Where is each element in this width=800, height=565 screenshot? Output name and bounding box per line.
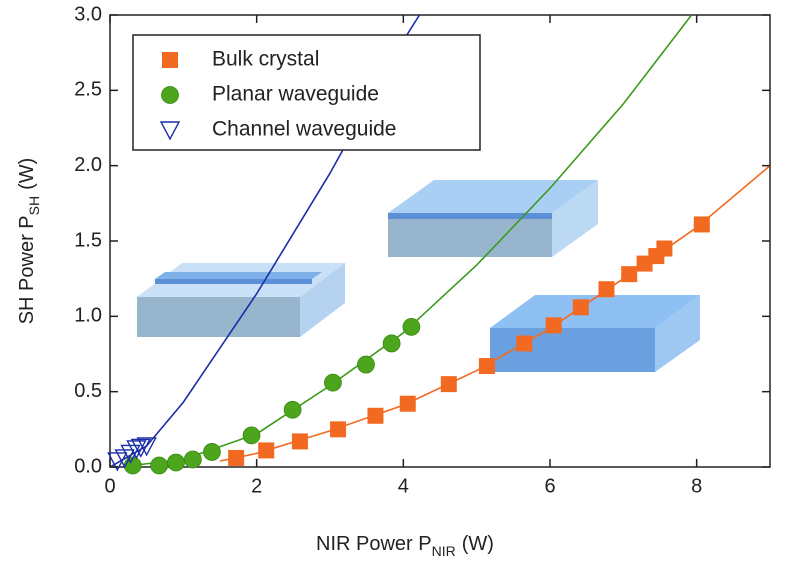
legend-marker — [162, 52, 178, 68]
square-marker — [693, 216, 710, 233]
inset-front — [388, 213, 552, 257]
circle-marker — [324, 373, 342, 392]
square-marker — [228, 449, 245, 466]
x-tick-label: 6 — [544, 475, 555, 497]
x-tick-label: 2 — [251, 475, 262, 497]
inset-top — [490, 295, 700, 328]
square-marker — [440, 376, 457, 393]
legend-marker — [161, 86, 179, 104]
y-axis-label: SH Power PSH(W) — [16, 158, 41, 325]
y-tick-label: 1.0 — [74, 305, 102, 327]
inset-front — [490, 328, 655, 372]
circle-marker — [167, 453, 185, 472]
y-tick-label: 0.0 — [74, 455, 102, 477]
legend-label: Bulk crystal — [212, 48, 319, 71]
y-tick-label: 2.0 — [74, 154, 102, 176]
x-tick-label: 4 — [398, 475, 409, 497]
square-marker — [656, 240, 673, 257]
x-tick-label: 0 — [104, 475, 115, 497]
square-marker — [399, 395, 416, 412]
y-tick-label: 3.0 — [74, 3, 102, 25]
inset-guide-front — [155, 279, 312, 284]
y-tick-label: 1.5 — [74, 229, 102, 251]
y-tick-label: 2.5 — [74, 79, 102, 101]
square-marker — [330, 421, 347, 438]
x-axis-label: NIR Power PNIR (W) — [316, 533, 494, 558]
legend-marker — [159, 121, 181, 141]
x-tick-label: 8 — [691, 475, 702, 497]
legend-label: Channel waveguide — [212, 118, 396, 141]
square-marker — [621, 266, 638, 283]
inset-top — [388, 180, 598, 213]
inset-layer — [388, 213, 552, 219]
circle-marker — [183, 450, 202, 469]
square-marker — [516, 335, 533, 352]
square-marker — [478, 358, 495, 375]
legend — [132, 34, 481, 151]
circle-marker — [242, 426, 261, 445]
legend-label: Planar waveguide — [212, 83, 379, 106]
square-marker — [545, 317, 562, 334]
inset-side — [300, 263, 345, 337]
triangle-marker — [130, 438, 151, 458]
inset-side — [552, 180, 598, 257]
inset-front — [137, 297, 300, 337]
circle-marker — [402, 317, 421, 336]
square-marker — [291, 433, 308, 450]
square-marker — [258, 442, 275, 459]
triangle-marker — [136, 437, 157, 457]
square-marker — [598, 281, 615, 298]
circle-marker — [203, 443, 221, 461]
circle-marker — [283, 400, 302, 419]
inset-guide — [155, 272, 322, 279]
insets — [137, 180, 700, 372]
square-marker — [367, 407, 384, 424]
triangle-marker — [126, 440, 147, 460]
circle-marker — [357, 355, 375, 374]
circle-marker — [150, 456, 169, 475]
circle-marker — [382, 334, 401, 353]
y-tick-label: 0.5 — [74, 380, 102, 402]
inset-side — [655, 295, 700, 372]
square-marker — [572, 299, 589, 316]
